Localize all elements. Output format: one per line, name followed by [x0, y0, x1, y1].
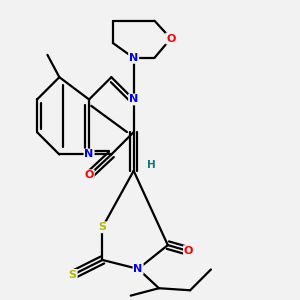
Text: O: O [166, 34, 176, 44]
Text: S: S [98, 222, 106, 232]
Text: H: H [147, 160, 156, 170]
Text: N: N [129, 53, 138, 63]
Text: S: S [69, 270, 77, 280]
Text: N: N [134, 264, 143, 274]
Text: O: O [84, 170, 94, 180]
Text: N: N [84, 149, 94, 160]
Text: O: O [184, 246, 193, 256]
Text: N: N [129, 94, 138, 104]
